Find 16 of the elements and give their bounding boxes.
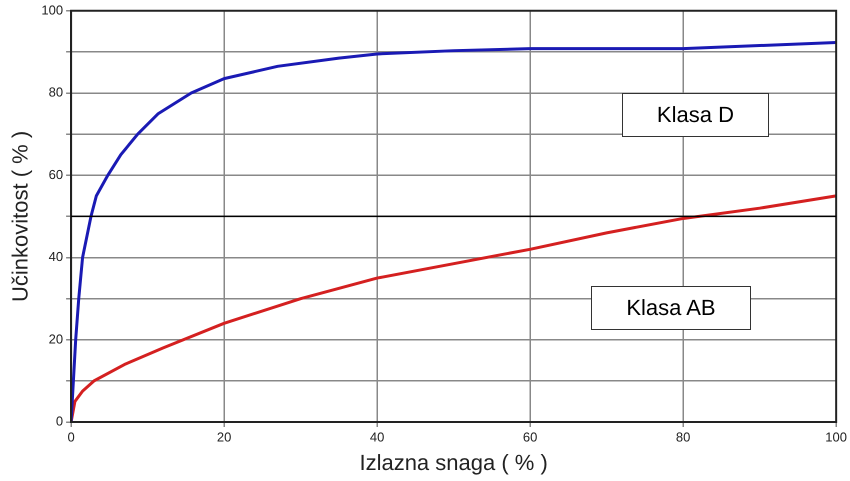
y-tick-label: 40 [48,249,64,264]
x-tick-label: 60 [522,429,538,444]
y-tick-label: 100 [41,2,64,18]
y-tick-label: 0 [56,414,64,429]
y-tick-label: 60 [48,166,64,182]
y-tick-label: 20 [48,331,64,346]
x-tick-label: 20 [216,429,232,444]
x-axis-title: Izlazna snaga ( % ) [359,450,548,475]
text: Klasa D [622,93,769,138]
y-tick-label: 80 [48,84,64,100]
text: Klasa AB [591,286,751,330]
x-tick-label: 100 [825,429,848,444]
x-tick-label: 0 [67,429,75,444]
x-tick-label: 40 [370,429,384,444]
y-axis-title: Učinkovitost ( % ) [7,130,32,302]
x-tick-label: 80 [676,429,690,444]
